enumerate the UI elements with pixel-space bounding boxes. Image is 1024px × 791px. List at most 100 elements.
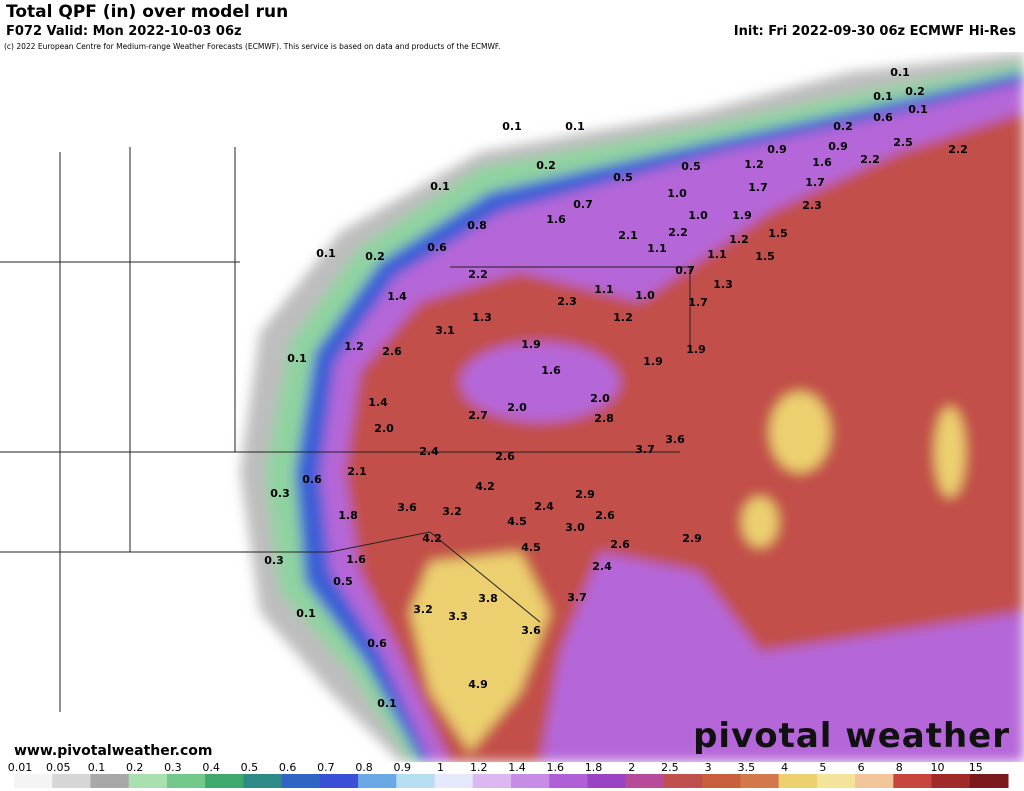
qpf-label: 1.1 (707, 248, 727, 261)
qpf-label: 2.2 (860, 153, 880, 166)
qpf-label: 1.2 (744, 158, 764, 171)
colorbar-swatch (931, 774, 971, 788)
qpf-label: 1.8 (338, 509, 358, 522)
colorbar-swatch (740, 774, 780, 788)
qpf-label: 2.3 (802, 199, 822, 212)
colorbar-label: 3.5 (738, 762, 756, 774)
colorbar-label: 2 (628, 762, 635, 774)
qpf-label: 3.6 (521, 624, 541, 637)
qpf-label: 1.0 (635, 289, 655, 302)
colorbar-swatch (358, 774, 397, 788)
qpf-label: 1.9 (732, 209, 752, 222)
colorbar-swatch (893, 774, 933, 788)
qpf-label: 4.5 (507, 515, 527, 528)
qpf-label: 0.5 (681, 160, 701, 173)
qpf-label: 3.8 (478, 592, 498, 605)
colorbar-label: 1.6 (546, 762, 564, 774)
qpf-label: 3.6 (397, 501, 417, 514)
qpf-label: 1.4 (368, 396, 388, 409)
colorbar-label: 0.4 (202, 762, 220, 774)
qpf-label: 1.3 (713, 278, 733, 291)
qpf-label: 1.6 (812, 156, 832, 169)
qpf-label: 0.1 (296, 607, 316, 620)
colorbar-swatch (205, 774, 244, 788)
colorbar-swatch (281, 774, 321, 788)
qpf-label: 2.0 (374, 422, 394, 435)
qpf-label: 0.9 (828, 140, 848, 153)
colorbar-swatch (587, 774, 627, 788)
colorbar-label: 3 (705, 762, 712, 774)
qpf-label: 1.7 (688, 296, 708, 309)
qpf-label: 1.7 (748, 181, 768, 194)
qpf-label: 4.2 (475, 480, 495, 493)
qpf-label: 1.0 (667, 187, 687, 200)
qpf-label: 2.3 (557, 295, 577, 308)
colorbar-swatch (816, 774, 856, 788)
title: Total QPF (in) over model run (6, 2, 289, 22)
qpf-label: 0.1 (565, 120, 585, 133)
colorbar-label: 0.5 (241, 762, 259, 774)
copyright: (c) 2022 European Centre for Medium-rang… (4, 42, 501, 51)
colorbar-swatch (52, 774, 91, 788)
qpf-label: 0.5 (333, 575, 353, 588)
qpf-label: 3.7 (635, 443, 655, 456)
qpf-label: 2.4 (534, 500, 554, 513)
qpf-label: 1.2 (729, 233, 749, 246)
colorbar-swatch (396, 774, 436, 788)
qpf-label: 2.5 (893, 136, 913, 149)
qpf-label: 0.1 (377, 697, 397, 710)
qpf-label: 1.5 (755, 250, 775, 263)
colorbar-swatch (969, 774, 1009, 788)
colorbar-swatch (663, 774, 703, 788)
qpf-label: 2.4 (419, 445, 439, 458)
qpf-label: 0.3 (264, 554, 284, 567)
colorbar-label: 0.3 (164, 762, 182, 774)
qpf-label: 1.2 (613, 311, 633, 324)
colorbar-swatch (14, 774, 53, 788)
qpf-label: 2.7 (468, 409, 488, 422)
map: 0.1 0.1 0.1 0.2 0.1 0.1 0.6 0.2 0.9 2.5 2.2 1.6 2.2 0… (0, 52, 1024, 762)
qpf-label: 1.1 (594, 283, 614, 296)
colorbar-label: 8 (896, 762, 903, 774)
qpf-label: 0.7 (573, 198, 593, 211)
init-time: Init: Fri 2022-09-30 06z ECMWF Hi-Res (733, 24, 1016, 39)
qpf-label: 2.1 (618, 229, 638, 242)
qpf-label: 3.0 (565, 521, 585, 534)
colorbar-label: 15 (969, 762, 983, 774)
colorbar-swatch (434, 774, 474, 788)
colorbar-swatch (472, 774, 512, 788)
qpf-label: 4.2 (422, 532, 442, 545)
colorbar-label: 5 (819, 762, 826, 774)
qpf-label: 0.6 (873, 111, 893, 124)
qpf-label: 0.6 (427, 241, 447, 254)
qpf-label: 2.9 (682, 532, 702, 545)
qpf-label: 3.2 (413, 603, 433, 616)
colorbar-swatch (166, 774, 206, 788)
qpf-label: 1.2 (344, 340, 364, 353)
qpf-label: 0.1 (890, 66, 910, 79)
precip-field (240, 52, 1024, 762)
qpf-label: 0.1 (502, 120, 522, 133)
qpf-label: 3.1 (435, 324, 455, 337)
qpf-label: 1.7 (805, 176, 825, 189)
qpf-label: 0.1 (908, 103, 928, 116)
colorbar-swatch (855, 774, 894, 788)
colorbar-label: 0.8 (355, 762, 373, 774)
colorbar-label: 1.8 (585, 762, 603, 774)
colorbar-swatch (319, 774, 359, 788)
colorbar-label: 6 (858, 762, 865, 774)
qpf-label: 4.5 (521, 541, 541, 554)
state-borders (0, 147, 691, 712)
colorbar-swatch (128, 774, 168, 788)
qpf-label: 4.9 (468, 678, 488, 691)
colorbar-label: 2.5 (661, 762, 679, 774)
qpf-label: 0.6 (367, 637, 387, 650)
colorbar-label: 1 (437, 762, 444, 774)
colorbar-swatch (90, 774, 130, 788)
qpf-label: 2.2 (668, 226, 688, 239)
qpf-label: 0.3 (270, 487, 290, 500)
colorbar-label: 0.1 (88, 762, 106, 774)
qpf-label: 1.5 (768, 227, 788, 240)
qpf-label: 0.7 (675, 264, 695, 277)
